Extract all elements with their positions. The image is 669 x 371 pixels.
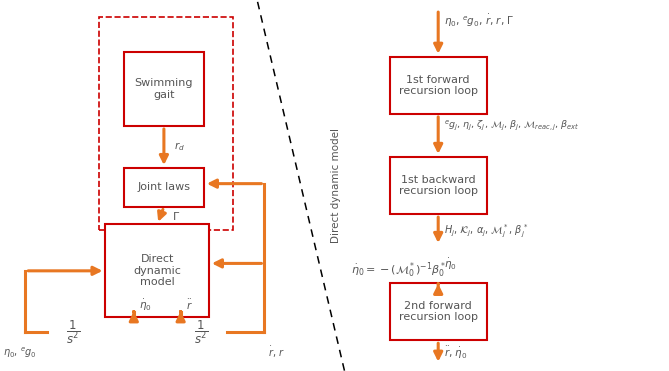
Text: $H_j$, $\mathcal{K}_j$, $\alpha_j$, $\mathcal{M}^*_j$, $\beta^*_j$: $H_j$, $\mathcal{K}_j$, $\alpha_j$, $\ma…	[444, 222, 528, 240]
FancyBboxPatch shape	[124, 168, 204, 207]
Text: Direct dynamic model: Direct dynamic model	[331, 128, 341, 243]
Text: $r_d$: $r_d$	[174, 141, 185, 154]
Text: $^e g_j$, $\eta_j$, $\zeta_j$, $\mathcal{M}_j$, $\beta_j$, $\mathcal{M}_{reac,j}: $^e g_j$, $\eta_j$, $\zeta_j$, $\mathcal…	[444, 119, 579, 133]
Text: $\eta_0$, $^e g_0$: $\eta_0$, $^e g_0$	[3, 345, 37, 359]
Text: 2nd forward
recursion loop: 2nd forward recursion loop	[399, 301, 478, 322]
Text: $\dfrac{1}{s^2}$: $\dfrac{1}{s^2}$	[66, 318, 81, 346]
Text: $\dfrac{1}{s^2}$: $\dfrac{1}{s^2}$	[193, 318, 208, 346]
Text: $\dot{\eta}_0$: $\dot{\eta}_0$	[139, 298, 152, 313]
Text: 1st backward
recursion loop: 1st backward recursion loop	[399, 175, 478, 196]
FancyBboxPatch shape	[389, 56, 487, 114]
Text: $\dot{r}$, $r$: $\dot{r}$, $r$	[268, 345, 284, 360]
Text: 1st forward
recursion loop: 1st forward recursion loop	[399, 75, 478, 96]
Text: $\ddot{r}$, $\dot{\eta}_0$: $\ddot{r}$, $\dot{\eta}_0$	[444, 345, 467, 361]
Text: Swimming
gait: Swimming gait	[134, 78, 193, 100]
FancyBboxPatch shape	[389, 157, 487, 214]
Text: $\eta_0$, $^e g_0$, $\dot{r}$, $r$, $\Gamma$: $\eta_0$, $^e g_0$, $\dot{r}$, $r$, $\Ga…	[444, 13, 514, 29]
FancyBboxPatch shape	[124, 52, 204, 126]
Text: Joint laws: Joint laws	[137, 183, 191, 192]
Text: Direct
dynamic
model: Direct dynamic model	[133, 254, 181, 288]
Text: $\dot{\eta}_0 = -(\mathcal{M}^*_0)^{-1}\beta^*_0$: $\dot{\eta}_0 = -(\mathcal{M}^*_0)^{-1}\…	[351, 260, 447, 280]
FancyBboxPatch shape	[105, 224, 209, 317]
Text: $\ddot{r}$: $\ddot{r}$	[186, 298, 193, 312]
FancyBboxPatch shape	[389, 283, 487, 341]
Text: $\Gamma$: $\Gamma$	[172, 210, 180, 221]
Text: $\dot{\eta}_0$: $\dot{\eta}_0$	[444, 257, 456, 272]
